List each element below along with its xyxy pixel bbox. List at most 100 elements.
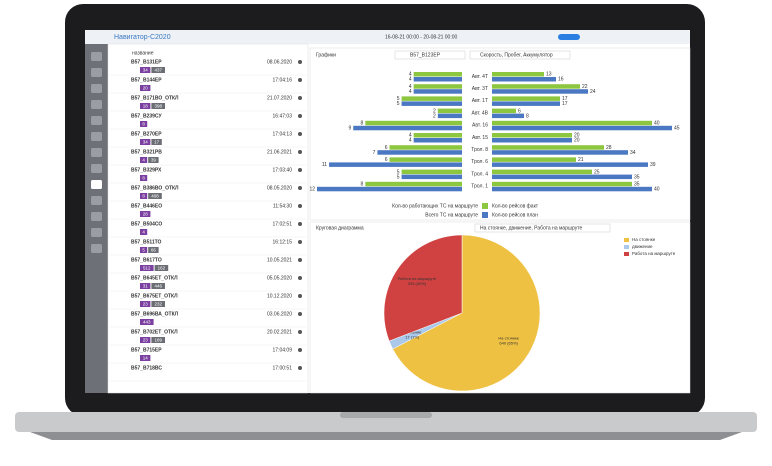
settings-icon[interactable] (298, 168, 302, 172)
badge (140, 139, 151, 145)
params-select-text[interactable]: Скорость, Пробег, Аккумулятор (480, 52, 553, 58)
laptop-base (15, 412, 757, 432)
pie-slice[interactable] (383, 234, 463, 342)
toolbar-icon[interactable] (91, 84, 102, 93)
settings-icon[interactable] (298, 96, 302, 100)
toolbar-icon[interactable] (91, 116, 102, 125)
params-select[interactable] (469, 50, 571, 60)
vehicle-name[interactable]: В57_В131ЕР (131, 59, 162, 65)
vehicle-time: 17:04:13 (273, 131, 293, 137)
bar (413, 84, 462, 89)
settings-icon[interactable] (298, 276, 302, 280)
vehicle-name[interactable]: В57_В270ЕР (131, 131, 162, 137)
bar-value: 16 (558, 77, 564, 83)
vehicle-name[interactable]: В57_В144ЕР (131, 77, 162, 83)
badge (140, 283, 151, 289)
toolbar-icon[interactable] (91, 212, 102, 221)
legend-label[interactable]: Кол-во рейсов план (492, 211, 538, 218)
settings-icon[interactable] (298, 60, 302, 64)
bar (492, 169, 592, 175)
badge-text: 408 (151, 193, 159, 198)
toolbar-icon[interactable] (91, 100, 102, 109)
date-range[interactable]: 16-08-21 00:00 - 20-08-21 00:00 (385, 34, 457, 40)
badge-text: 23 (143, 301, 149, 306)
vehicle-name[interactable]: В57_В617ТО (131, 257, 162, 263)
toolbar-icon[interactable] (91, 228, 102, 237)
vehicle-select-text[interactable]: В57_В123ЕР (410, 52, 441, 58)
toolbar-icon[interactable] (91, 148, 102, 157)
settings-icon[interactable] (298, 114, 302, 118)
bar-value: 40 (654, 121, 660, 127)
legend-label[interactable]: Кол-во работающих ТС на маршруте (392, 203, 478, 209)
toolbar-icon[interactable] (91, 68, 102, 77)
vehicle-name[interactable]: В57_В702ЕТ_ОТКЛ (131, 329, 178, 335)
vehicle-name[interactable]: В57_В715ЕР (131, 347, 162, 353)
toolbar-icon[interactable] (91, 164, 102, 173)
bar (492, 113, 524, 119)
bar-value: 6 (518, 108, 521, 114)
settings-icon[interactable] (298, 150, 302, 154)
toolbar-icon[interactable] (91, 52, 102, 61)
toolbar-icon[interactable] (91, 132, 102, 141)
vehicle-name[interactable]: В57_В645ЕТ_ОТКЛ (131, 275, 178, 281)
legend-label[interactable]: Всего ТС на маршруте (425, 212, 478, 218)
bar-value: 12 (309, 187, 315, 193)
legend-label[interactable]: Работа на маршруте (632, 251, 676, 256)
vehicle-time: 17:00:51 (273, 365, 293, 371)
vehicle-name[interactable]: В57_В696ВА_ОТКЛ (131, 311, 179, 317)
vehicle-time: 21.06.2021 (267, 149, 292, 155)
settings-icon[interactable] (298, 186, 302, 190)
legend-swatch[interactable] (624, 238, 629, 242)
vehicle-name[interactable]: В57_В446ЕО (131, 203, 162, 209)
legend-swatch[interactable] (624, 252, 629, 256)
list-header: название (132, 50, 154, 56)
vehicle-time: 11:54:30 (273, 203, 292, 209)
toolbar-icon[interactable] (91, 244, 102, 253)
settings-icon[interactable] (298, 222, 302, 226)
bar (492, 150, 628, 155)
legend-swatch[interactable] (624, 245, 629, 249)
badge-text: 28 (143, 211, 149, 216)
pie-filter-text[interactable]: На стоянке, движение, Работа на маршруте (480, 225, 582, 231)
vehicle-select[interactable] (394, 50, 466, 60)
settings-icon[interactable] (298, 348, 302, 352)
settings-icon[interactable] (298, 330, 302, 334)
bar-value: 5 (397, 169, 400, 175)
settings-icon[interactable] (298, 258, 302, 262)
legend-label[interactable]: движение (632, 244, 653, 249)
legend-label[interactable]: На стоянке (632, 237, 656, 242)
vehicle-name[interactable]: В57_В675ЕТ_ОТКЛ (131, 293, 178, 299)
badge (151, 283, 165, 289)
vehicle-name[interactable]: В57_В239СУ (131, 113, 162, 119)
vehicle-name[interactable]: В57_В511ТО (131, 239, 162, 245)
vehicle-name[interactable]: В57_В171ВО_ОТКЛ (131, 95, 179, 101)
settings-icon[interactable] (298, 78, 302, 82)
vehicle-name[interactable]: В57_В718ВС (131, 365, 162, 371)
bar-value: 40 (654, 187, 660, 193)
legend-label[interactable]: Кол-во рейсов факт (492, 202, 539, 209)
settings-icon[interactable] (298, 204, 302, 208)
vehicle-name[interactable]: В57_В504СО (131, 221, 162, 227)
vehicle-name[interactable]: В57_В329РХ (131, 167, 162, 173)
badge-text: 34 (143, 139, 149, 144)
bar-value: 4 (409, 72, 412, 78)
toolbar-icon[interactable] (91, 180, 102, 189)
bar-value: 22 (582, 84, 588, 90)
toolbar-icon[interactable] (91, 196, 102, 205)
toggle[interactable] (558, 34, 580, 40)
settings-icon[interactable] (298, 240, 302, 244)
badge (140, 337, 151, 343)
badge-text: 34 (143, 67, 149, 72)
legend-swatch[interactable] (482, 212, 488, 218)
pie-slice[interactable] (392, 234, 541, 392)
pie-filter[interactable] (474, 223, 611, 233)
legend-swatch[interactable] (482, 203, 488, 209)
vehicle-name[interactable]: В57_В321РВ (131, 149, 162, 155)
vehicle-name[interactable]: В57_В386ВО_ОТКЛ (131, 185, 179, 191)
settings-icon[interactable] (298, 294, 302, 298)
bar-value: 4 (409, 89, 412, 95)
settings-icon[interactable] (298, 132, 302, 136)
settings-icon[interactable] (298, 312, 302, 316)
settings-icon[interactable] (298, 366, 302, 370)
vehicle-time: 10.05.2021 (267, 257, 292, 263)
